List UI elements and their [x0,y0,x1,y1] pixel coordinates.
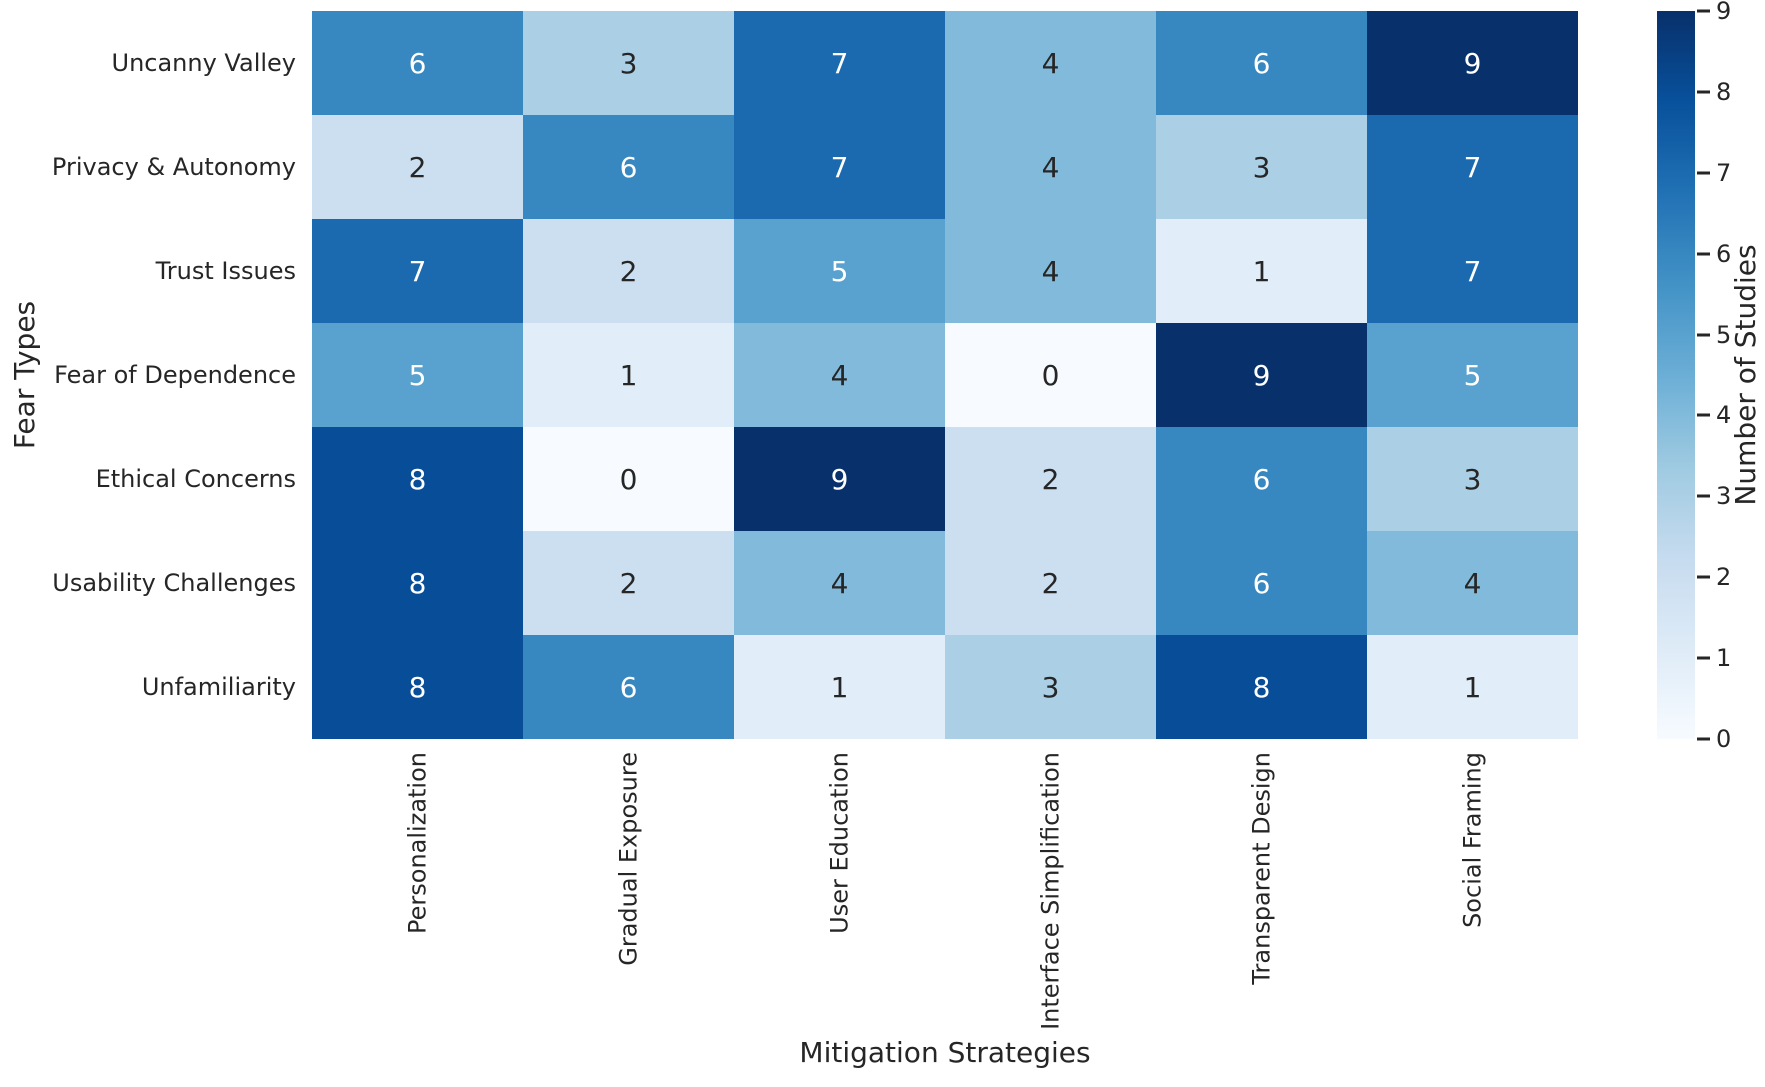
heatmap-cell: 1 [734,635,945,739]
colorbar-tick-mark [1697,171,1710,175]
colorbar-tick-label: 1 [1716,644,1732,673]
colorbar-tick-label: 9 [1716,0,1732,25]
x-tick-label: User Education [825,752,854,934]
heatmap-cell: 0 [945,323,1156,427]
heatmap-cell: 6 [312,11,523,115]
heatmap-cell: 3 [1156,115,1367,219]
heatmap-cell: 2 [945,427,1156,531]
x-tick-label: Gradual Exposure [614,752,643,966]
y-tick-label: Ethical Concerns [95,465,296,493]
colorbar-tick-label: 6 [1716,239,1732,268]
heatmap-cell: 6 [523,115,734,219]
heatmap-cell: 2 [523,219,734,323]
y-tick-labels: Uncanny Valley Privacy & Autonomy Trust Is… [0,11,296,739]
colorbar-tick-mark [1697,9,1710,13]
colorbar-tick-mark [1697,656,1710,660]
heatmap-cell: 6 [1156,531,1367,635]
heatmap-cell: 1 [1156,219,1367,323]
colorbar-tick-label: 0 [1716,725,1732,753]
colorbar-tick-label: 8 [1716,77,1732,106]
colorbar-tick-mark [1697,494,1710,498]
heatmap-cell: 4 [945,219,1156,323]
colorbar-tick-label: 4 [1716,401,1732,430]
colorbar-tick-mark [1697,413,1710,417]
colorbar-tick-label: 7 [1716,158,1732,187]
heatmap-cell: 4 [945,11,1156,115]
heatmap-cell: 1 [523,323,734,427]
heatmap-cell: 5 [734,219,945,323]
colorbar-tick-mark [1697,90,1710,94]
x-axis-label: Mitigation Strategies [799,1036,1091,1069]
heatmap-cell: 9 [1156,323,1367,427]
heatmap-cell: 6 [1156,427,1367,531]
colorbar-tick-label: 2 [1716,563,1732,592]
heatmap-cell: 4 [945,115,1156,219]
heatmap-cell: 2 [312,115,523,219]
colorbar-label: Number of Studies [1729,244,1762,506]
heatmap-cell: 7 [1367,219,1578,323]
x-tick-label: Social Framing [1458,752,1487,928]
heatmap-cell: 4 [734,531,945,635]
colorbar-tick-mark [1697,333,1710,337]
y-tick-label: Privacy & Autonomy [51,153,296,181]
heatmap-cell: 8 [1156,635,1367,739]
heatmap-cell: 0 [523,427,734,531]
x-tick-label: Interface Simplification [1036,752,1065,1030]
y-tick-label: Usability Challenges [52,569,296,597]
y-tick-label: Unfamiliarity [141,673,296,701]
y-tick-label: Fear of Dependence [54,361,296,389]
heatmap-cell: 7 [734,115,945,219]
y-tick-label: Uncanny Valley [111,49,297,77]
heatmap-cell: 3 [945,635,1156,739]
heatmap-cell: 6 [523,635,734,739]
heatmap-cell: 3 [1367,427,1578,531]
heatmap-cell: 5 [312,323,523,427]
y-tick-label: Trust Issues [155,257,296,285]
colorbar-tick-label: 5 [1716,320,1732,349]
heatmap-cell: 8 [312,531,523,635]
heatmap-cell: 5 [1367,323,1578,427]
heatmap-cell: 8 [312,427,523,531]
heatmap-cell: 1 [1367,635,1578,739]
heatmap-cell: 6 [1156,11,1367,115]
colorbar-tick-mark [1697,575,1710,579]
colorbar [1657,11,1695,739]
heatmap-cell: 2 [523,531,734,635]
heatmap-cell: 7 [1367,115,1578,219]
heatmap-cell: 7 [312,219,523,323]
colorbar-tick-mark [1697,737,1710,741]
heatmap-cell: 8 [312,635,523,739]
x-tick-label: Transparent Design [1247,752,1276,985]
heatmap-cell: 2 [945,531,1156,635]
heatmap-cell: 4 [1367,531,1578,635]
colorbar-tick-mark [1697,252,1710,256]
colorbar-tick-label: 3 [1716,482,1732,511]
heatmap-cell: 4 [734,323,945,427]
heatmap-cell: 3 [523,11,734,115]
x-tick-label: Personalization [403,752,432,934]
heatmap-cell: 7 [734,11,945,115]
heatmap-cell: 9 [734,427,945,531]
heatmap-cell: 9 [1367,11,1578,115]
